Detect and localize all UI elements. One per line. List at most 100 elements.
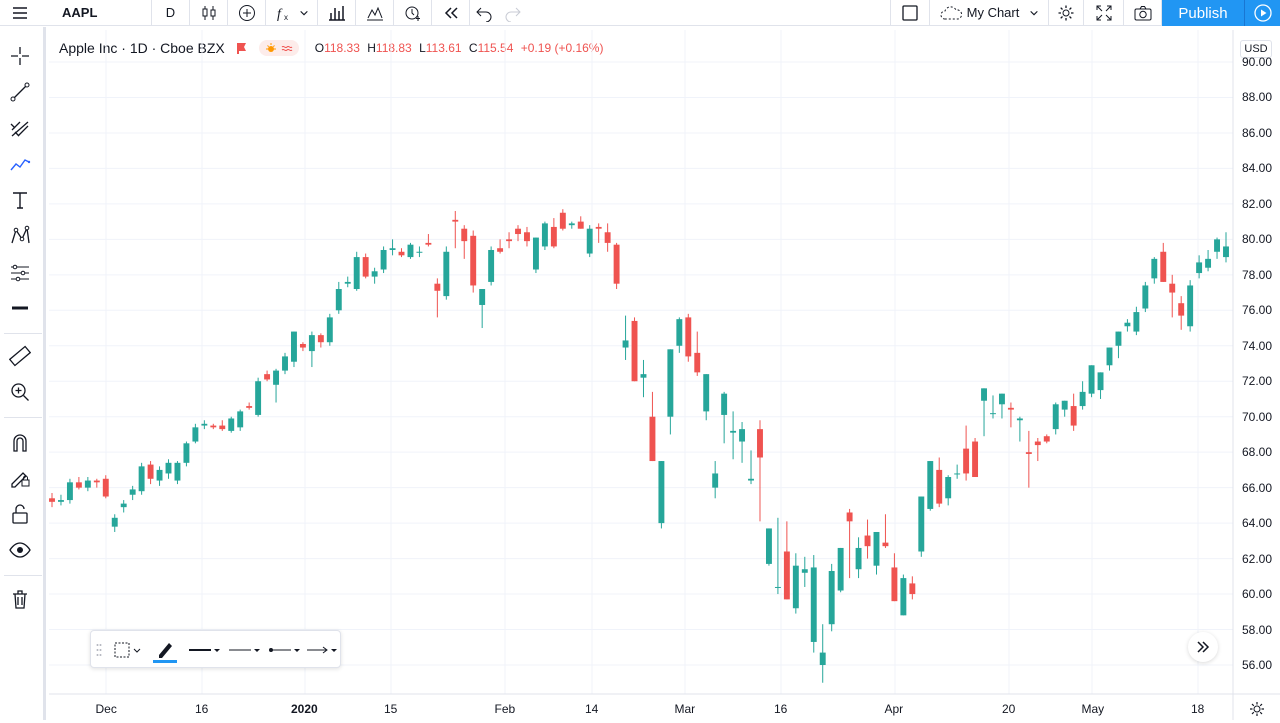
candle-body bbox=[1034, 441, 1041, 446]
text-tool[interactable] bbox=[6, 186, 34, 214]
brush-tool[interactable] bbox=[6, 150, 34, 178]
axis-settings-button[interactable] bbox=[1248, 700, 1266, 718]
market-status-badge[interactable] bbox=[258, 40, 299, 56]
chart-type-button[interactable] bbox=[190, 0, 228, 26]
candle bbox=[748, 450, 754, 485]
hide-drawings-tool[interactable] bbox=[6, 536, 34, 564]
trend-line-tool[interactable] bbox=[6, 78, 34, 106]
lock-drawing-icon bbox=[11, 472, 30, 488]
line-width-button[interactable] bbox=[187, 637, 223, 663]
stay-drawing-tool[interactable] bbox=[6, 464, 34, 492]
candle bbox=[1097, 372, 1104, 399]
pitchfork-tool[interactable] bbox=[6, 114, 34, 142]
candle bbox=[524, 226, 530, 247]
price-tick-label: 62.00 bbox=[1242, 551, 1273, 566]
time-tick-label: Mar bbox=[674, 702, 696, 716]
gear-icon bbox=[1250, 702, 1264, 716]
candle bbox=[479, 289, 486, 329]
candle bbox=[810, 555, 817, 653]
candle bbox=[282, 352, 288, 375]
lock-drawings-tool[interactable] bbox=[6, 500, 34, 528]
candle bbox=[425, 234, 432, 247]
replay-button[interactable] bbox=[432, 0, 470, 26]
candle-body bbox=[416, 251, 423, 253]
candle bbox=[541, 221, 548, 250]
line-end-start-button[interactable] bbox=[267, 637, 303, 663]
candle-body bbox=[837, 547, 844, 591]
price-tick-label: 66.00 bbox=[1242, 480, 1273, 495]
line-end-button[interactable] bbox=[305, 637, 341, 663]
time-tick-label: Dec bbox=[95, 702, 117, 716]
zoom-icon bbox=[11, 383, 29, 401]
line-color-button[interactable] bbox=[151, 635, 179, 665]
candle bbox=[443, 246, 450, 300]
price-tick-label: 84.00 bbox=[1242, 161, 1273, 176]
candle-body bbox=[1025, 452, 1032, 454]
settings-button[interactable] bbox=[1048, 0, 1084, 26]
price-tick-label: 56.00 bbox=[1242, 658, 1273, 672]
interval-button[interactable]: D bbox=[152, 0, 190, 26]
line-style-button[interactable] bbox=[227, 637, 263, 663]
prediction-tool[interactable] bbox=[6, 258, 34, 286]
candle-body bbox=[237, 411, 244, 428]
crosshair-tool[interactable] bbox=[6, 42, 34, 70]
magnet-tool[interactable] bbox=[6, 428, 34, 456]
cloud-icon bbox=[940, 5, 962, 19]
candle-body bbox=[228, 418, 235, 431]
drag-handle-icon[interactable] bbox=[96, 643, 102, 657]
bar-chart-button[interactable] bbox=[318, 0, 356, 26]
scroll-to-realtime-button[interactable] bbox=[1188, 632, 1218, 662]
measure-tool[interactable] bbox=[6, 342, 34, 370]
candle bbox=[1070, 393, 1077, 431]
candle bbox=[84, 477, 91, 492]
menu-icon bbox=[13, 6, 27, 19]
alert-button[interactable] bbox=[394, 0, 432, 26]
undo-button[interactable] bbox=[470, 0, 498, 26]
candle bbox=[909, 576, 916, 600]
templates-button[interactable] bbox=[356, 0, 394, 26]
pitchfork-icon bbox=[10, 121, 29, 137]
publish-button[interactable]: Publish bbox=[1162, 0, 1244, 26]
hline-tool[interactable] bbox=[6, 294, 34, 322]
candle bbox=[864, 519, 871, 559]
candle-body bbox=[1079, 391, 1086, 407]
series-title[interactable]: Apple Inc · 1D · Cboe BZX bbox=[59, 40, 225, 56]
zoom-tool[interactable] bbox=[6, 378, 34, 406]
pattern-tool[interactable] bbox=[6, 222, 34, 250]
candle bbox=[1079, 381, 1086, 410]
publish-label: Publish bbox=[1178, 4, 1228, 22]
candle bbox=[1106, 347, 1113, 371]
compare-button[interactable] bbox=[228, 0, 266, 26]
candle-body bbox=[864, 535, 871, 547]
time-tick-label: 2020 bbox=[291, 702, 318, 716]
menu-button[interactable] bbox=[0, 0, 40, 26]
publish-menu-button[interactable] bbox=[1244, 0, 1280, 26]
candle-body bbox=[1106, 347, 1113, 366]
redo-button[interactable] bbox=[498, 0, 528, 26]
save-chart-button[interactable]: My Chart bbox=[930, 0, 1048, 26]
currency-badge[interactable]: USD bbox=[1240, 40, 1272, 58]
time-tick-label: May bbox=[1081, 702, 1105, 716]
fullscreen-button[interactable] bbox=[1084, 0, 1124, 26]
fullscreen-icon bbox=[1096, 5, 1111, 20]
snapshot-button[interactable] bbox=[1124, 0, 1162, 26]
price-tick-label: 68.00 bbox=[1242, 445, 1273, 460]
flag-icon[interactable] bbox=[235, 42, 247, 54]
candle bbox=[1169, 274, 1176, 318]
candle bbox=[1133, 306, 1140, 336]
remove-drawings-tool[interactable] bbox=[6, 585, 34, 613]
template-button[interactable] bbox=[111, 637, 141, 663]
candle bbox=[398, 248, 405, 258]
candle bbox=[264, 370, 271, 382]
candle-body bbox=[721, 393, 728, 415]
candle bbox=[730, 411, 737, 460]
layout-name: My Chart bbox=[966, 5, 1020, 20]
symbol-search-button[interactable]: AAPL bbox=[40, 0, 152, 26]
candle-body bbox=[730, 430, 737, 433]
candle-body bbox=[981, 388, 987, 401]
layout-select-button[interactable] bbox=[890, 0, 930, 26]
candle-body bbox=[497, 248, 504, 252]
candle bbox=[49, 492, 55, 508]
